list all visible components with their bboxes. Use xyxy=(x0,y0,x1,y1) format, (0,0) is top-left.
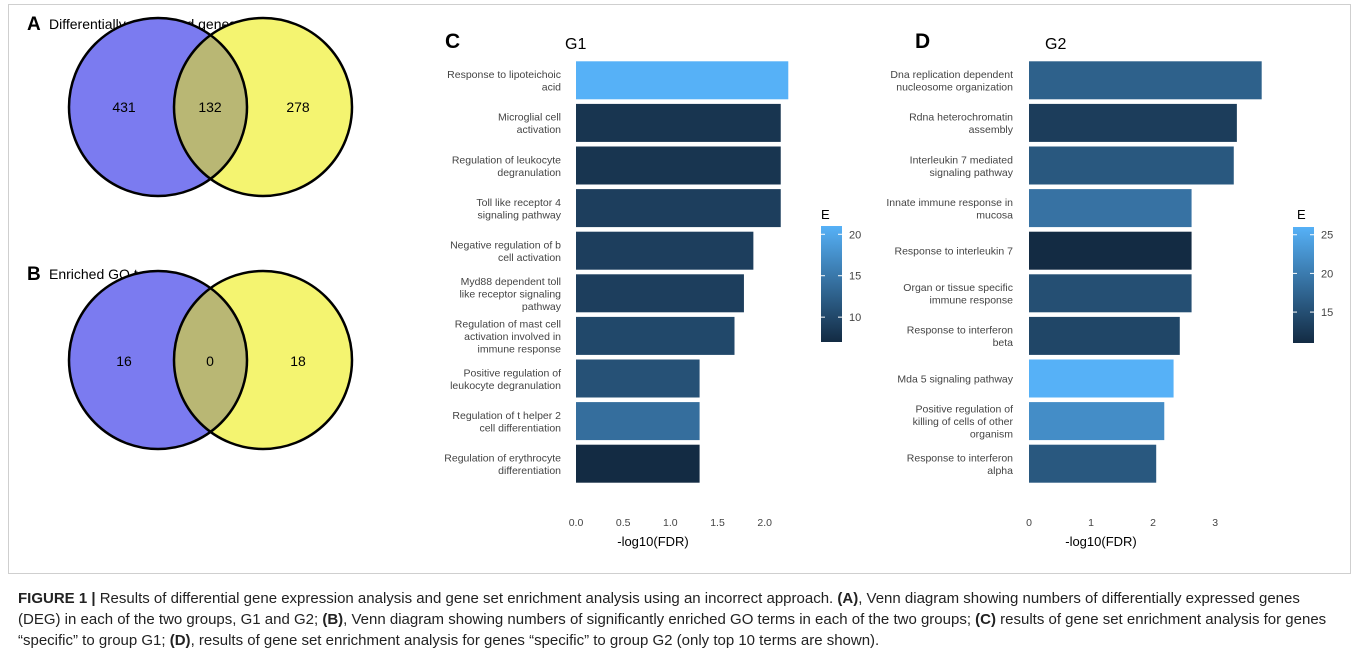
g1-x-tick-2: 1.0 xyxy=(663,517,678,529)
g2-bar-6 xyxy=(1029,316,1180,355)
g2-bar-4 xyxy=(1029,231,1192,270)
g1-legend-tick-1: 15 xyxy=(849,271,861,283)
venn-a-overlap-count: 132 xyxy=(198,99,222,115)
g2-bar-5 xyxy=(1029,274,1192,313)
g2-bar-7 xyxy=(1029,359,1174,398)
g2-category-label-4: Response to interleukin 7 xyxy=(895,246,1014,258)
venn-a-left-outline xyxy=(67,16,249,198)
venn-b-left-count: 16 xyxy=(116,353,132,369)
caption-ref-c: (C) xyxy=(975,611,996,628)
venn-a: 431 132 278 xyxy=(67,16,354,198)
g1-bar-6 xyxy=(576,316,735,355)
caption-text-3: , Venn diagram showing numbers of signif… xyxy=(343,611,976,628)
venn-a-left-count: 431 xyxy=(112,99,136,115)
panel-c-letter: C xyxy=(445,30,460,53)
g1-legend-colorbar xyxy=(821,226,842,342)
g1-bar-9 xyxy=(576,444,700,483)
g1-bar-1 xyxy=(576,103,781,142)
g1-chart-title: G1 xyxy=(565,36,586,53)
chart-g2-enrichment: G2 Dna replication dependent nucleosome or… xyxy=(886,36,1333,549)
g2-category-label-6: Response to interferon beta xyxy=(907,325,1013,350)
caption-ref-b: (B) xyxy=(322,611,344,628)
caption-text-4: results of gene set enrichment analysis … xyxy=(18,611,1327,649)
caption-ref-d: (D) xyxy=(169,632,191,649)
g1-x-tick-4: 2.0 xyxy=(757,517,772,529)
figure-canvas: A Differentially expressed genes G1 G2 4… xyxy=(27,14,1333,549)
g1-category-label-3: Toll like receptor 4 signaling pathway xyxy=(476,197,561,222)
g1-category-label-4: Negative regulation of b cell activation xyxy=(450,239,561,264)
g2-category-label-7: Mda 5 signaling pathway xyxy=(897,374,1013,386)
g1-bar-2 xyxy=(576,146,781,185)
g2-x-tick-2: 2 xyxy=(1150,517,1156,529)
g2-bar-8 xyxy=(1029,402,1165,441)
g1-bar-0 xyxy=(576,61,789,100)
g1-x-axis-label: -log10(FDR) xyxy=(617,534,689,549)
g2-category-label-5: Organ or tissue specific immune response xyxy=(903,282,1013,307)
venn-b-right-count: 18 xyxy=(290,353,306,369)
g1-x-tick-1: 0.5 xyxy=(616,517,631,529)
venn-b-right-outline xyxy=(172,269,354,451)
g1-category-label-0: Response to lipoteichoic acid xyxy=(447,69,561,94)
panel-d-letter: D xyxy=(915,30,930,53)
venn-a-right-count: 278 xyxy=(286,99,310,115)
g1-category-label-8: Regulation of t helper 2 cell differentia… xyxy=(452,410,561,435)
figure-panel: A Differentially expressed genes G1 G2 4… xyxy=(8,4,1351,574)
venn-b-left-outline xyxy=(67,269,249,451)
g1-category-label-6: Regulation of mast cell activation involv… xyxy=(455,318,561,355)
g2-category-label-9: Response to interferon alpha xyxy=(907,452,1013,477)
g1-bar-4 xyxy=(576,231,754,270)
g2-legend-tick-2: 15 xyxy=(1321,307,1333,319)
g2-category-label-1: Rdna heterochromatin assembly xyxy=(909,112,1014,136)
g2-x-tick-1: 1 xyxy=(1088,517,1094,529)
g2-chart-title: G2 xyxy=(1045,36,1066,53)
g1-bar-5 xyxy=(576,274,744,313)
g1-bar-3 xyxy=(576,189,781,228)
g2-category-label-0: Dna replication dependent nucleosome orga… xyxy=(890,69,1013,94)
g2-category-label-8: Positive regulation of killing of cells o… xyxy=(913,404,1014,441)
g1-bar-8 xyxy=(576,402,700,441)
g2-legend-tick-0: 25 xyxy=(1321,230,1333,242)
panel-b-letter: B xyxy=(27,264,41,285)
g1-legend-title: E xyxy=(821,207,830,222)
g2-legend-colorbar xyxy=(1293,227,1314,343)
g1-category-label-9: Regulation of erythrocyte differentiation xyxy=(444,452,561,477)
venn-a-right-outline xyxy=(172,16,354,198)
venn-a-overlap xyxy=(174,18,247,196)
caption-text-2: , Venn diagram showing numbers of differ… xyxy=(18,590,1300,628)
g1-bar-7 xyxy=(576,359,700,398)
g1-category-label-2: Regulation of leukocyte degranulation xyxy=(452,154,561,179)
g2-bar-1 xyxy=(1029,103,1237,142)
g2-category-label-3: Innate immune response in mucosa xyxy=(886,197,1013,222)
g1-legend-tick-2: 10 xyxy=(849,312,861,324)
venn-b-overlap-count: 0 xyxy=(206,353,214,369)
g1-x-tick-0: 0.0 xyxy=(569,517,584,529)
g1-category-label-7: Positive regulation of leukocyte degranul… xyxy=(450,367,561,392)
panel-a-letter: A xyxy=(27,14,41,35)
g1-category-label-5: Myd88 dependent toll like receptor signal… xyxy=(459,276,561,313)
g2-legend-tick-1: 20 xyxy=(1321,268,1333,280)
caption-label: FIGURE 1 | xyxy=(18,590,96,607)
g2-bar-2 xyxy=(1029,146,1234,185)
g2-bar-9 xyxy=(1029,444,1157,483)
g2-x-tick-3: 3 xyxy=(1212,517,1218,529)
caption-text-1: Results of differential gene expression … xyxy=(95,590,838,607)
g2-x-tick-0: 0 xyxy=(1026,517,1032,529)
g2-legend-title: E xyxy=(1297,207,1306,222)
figure-caption: FIGURE 1 | Results of differential gene … xyxy=(18,588,1338,651)
venn-b: 16 0 18 xyxy=(67,269,354,451)
g1-x-tick-3: 1.5 xyxy=(710,517,725,529)
caption-ref-a: (A) xyxy=(837,590,859,607)
venn-b-overlap xyxy=(174,271,247,449)
caption-text-5: , results of gene set enrichment analysi… xyxy=(190,632,880,649)
g2-bar-3 xyxy=(1029,189,1192,228)
g2-category-label-2: Interleukin 7 mediated signaling pathway xyxy=(910,154,1014,179)
g2-bar-0 xyxy=(1029,61,1262,100)
g2-x-axis-label: -log10(FDR) xyxy=(1065,534,1137,549)
g1-category-label-1: Microglial cell activation xyxy=(498,112,561,136)
g1-legend-tick-0: 20 xyxy=(849,229,861,241)
